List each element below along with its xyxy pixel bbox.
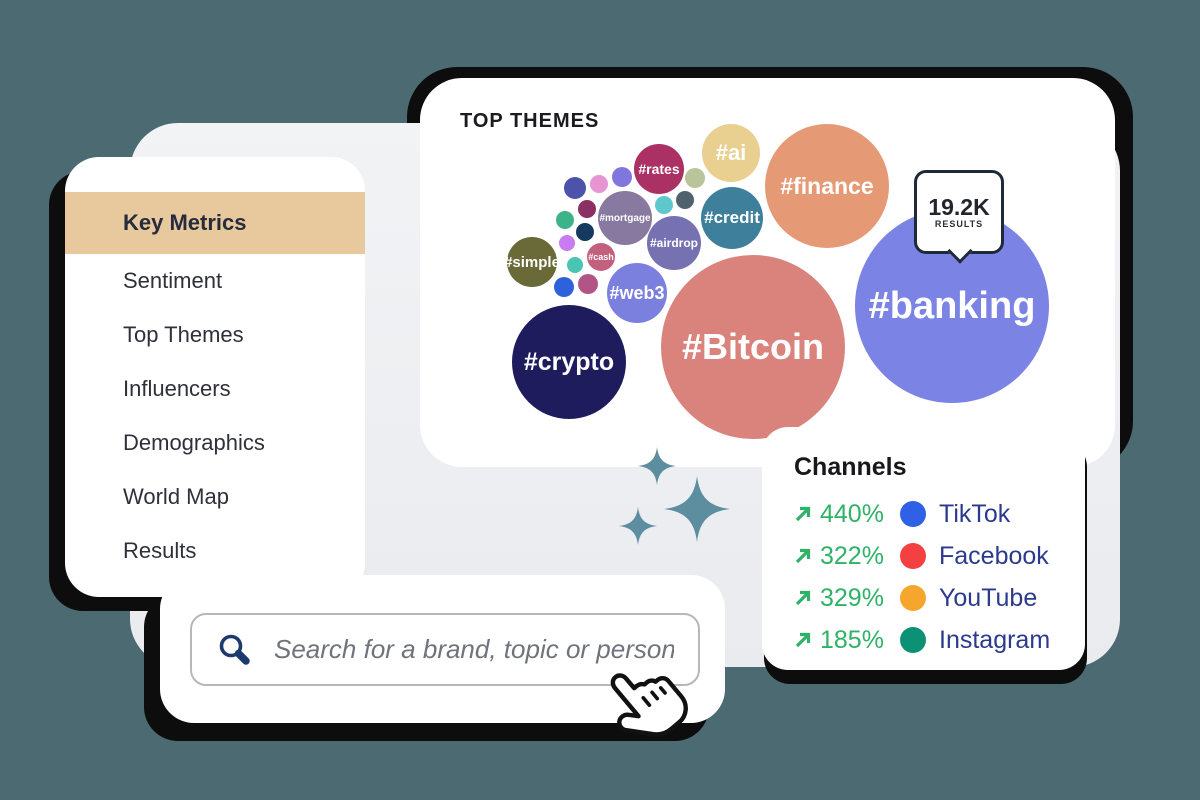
theme-dot — [578, 200, 596, 218]
sidebar-item-sentiment[interactable]: Sentiment — [123, 268, 223, 293]
theme-bubble-simple: #simple — [504, 237, 560, 287]
search-box[interactable] — [190, 613, 700, 686]
results-badge-label: RESULTS — [934, 219, 984, 230]
hand-cursor-icon — [610, 673, 688, 737]
channel-dot-instagram — [900, 627, 926, 653]
theme-bubble-label: #airdrop — [649, 236, 698, 250]
theme-bubble-label: #finance — [780, 172, 874, 199]
sparkle-icon — [638, 447, 676, 485]
channel-change: 329% — [820, 583, 884, 612]
theme-bubble-rates: #rates — [634, 144, 684, 194]
theme-bubble-label: #banking — [868, 284, 1036, 327]
theme-dot — [559, 235, 575, 251]
theme-bubble-label: #web3 — [609, 282, 665, 303]
theme-dot — [676, 191, 694, 209]
theme-bubble-credit: #credit — [701, 187, 763, 249]
channel-dot-youtube — [900, 585, 926, 611]
channel-row-tiktok: 440% TikTok — [794, 496, 1085, 532]
sidebar-item-key-metrics[interactable]: Key Metrics — [65, 192, 365, 254]
trend-up-arrow-icon — [795, 590, 811, 606]
sparkle-icon — [619, 507, 657, 545]
theme-bubble-crypto: #crypto — [512, 305, 626, 419]
sparkle-icon — [664, 476, 730, 542]
trend-up-arrow-icon — [795, 548, 811, 564]
channels-card: Channels 440% TikTok 322% Facebook 329% YouTu… — [762, 427, 1085, 670]
trend-up-arrow-icon — [795, 506, 811, 522]
theme-bubble-finance: #finance — [765, 124, 889, 248]
theme-bubble-label: #mortgage — [599, 212, 651, 224]
trend-up-arrow-icon — [795, 632, 811, 648]
sidebar-card: Key Metrics Sentiment Top Themes Influencer… — [65, 157, 365, 597]
sidebar-item-top-themes[interactable]: Top Themes — [123, 322, 244, 347]
channel-name: YouTube — [939, 583, 1038, 612]
channel-change: 185% — [820, 625, 884, 654]
channel-row-youtube: 329% YouTube — [794, 580, 1085, 616]
channel-dot-facebook — [900, 543, 926, 569]
theme-bubble-mortgage: #mortgage — [598, 191, 652, 245]
results-badge: 19.2K RESULTS — [914, 170, 1004, 264]
top-themes-title: TOP THEMES — [460, 110, 600, 132]
channel-change: 322% — [820, 541, 884, 570]
theme-bubble-cash: #cash — [587, 243, 615, 271]
theme-bubble-label: #simple — [504, 253, 560, 271]
theme-dot — [578, 274, 598, 294]
channels-title: Channels — [794, 453, 907, 481]
theme-bubble-label: #cash — [588, 252, 614, 262]
theme-bubble-label: #credit — [704, 208, 760, 227]
theme-dot — [612, 167, 632, 187]
theme-dot — [567, 257, 583, 273]
theme-bubble-ai: #ai — [702, 124, 760, 182]
theme-dot — [564, 177, 586, 199]
sidebar-item-influencers[interactable]: Influencers — [123, 376, 231, 401]
channel-change: 440% — [820, 499, 884, 528]
sidebar-item-results[interactable]: Results — [123, 538, 197, 563]
theme-dot — [590, 175, 608, 193]
channel-name: Instagram — [939, 625, 1051, 654]
theme-bubble-Bitcoin: #Bitcoin — [661, 255, 845, 439]
theme-bubble-label: #Bitcoin — [681, 326, 824, 367]
theme-bubble-label: #crypto — [523, 347, 615, 376]
theme-bubble-web3: #web3 — [607, 263, 667, 323]
theme-dot — [685, 168, 705, 188]
channel-rows: 440% TikTok 322% Facebook 329% YouTube 185% Ins… — [794, 496, 1085, 658]
search-icon — [219, 634, 250, 665]
channel-row-facebook: 322% Facebook — [794, 538, 1085, 574]
theme-dot — [556, 211, 574, 229]
theme-bubble-label: #rates — [638, 161, 680, 177]
theme-dot — [655, 196, 673, 214]
sidebar-item-demographics[interactable]: Demographics — [123, 430, 265, 455]
theme-dot — [554, 277, 574, 297]
sidebar-menu: Key Metrics Sentiment Top Themes Influencer… — [65, 192, 365, 578]
channel-name: Facebook — [939, 541, 1049, 570]
search-input[interactable] — [272, 633, 676, 666]
channel-dot-tiktok — [900, 501, 926, 527]
theme-bubble-airdrop: #airdrop — [647, 216, 701, 270]
theme-dot — [576, 223, 594, 241]
channel-name: TikTok — [939, 499, 1011, 528]
theme-bubble-label: #ai — [715, 140, 747, 165]
top-themes-card: TOP THEMES #simple #cash #mortgage #rates #a… — [420, 78, 1115, 467]
sidebar-item-world-map[interactable]: World Map — [123, 484, 229, 509]
results-badge-value: 19.2K — [928, 193, 990, 220]
channel-row-instagram: 185% Instagram — [794, 622, 1085, 658]
